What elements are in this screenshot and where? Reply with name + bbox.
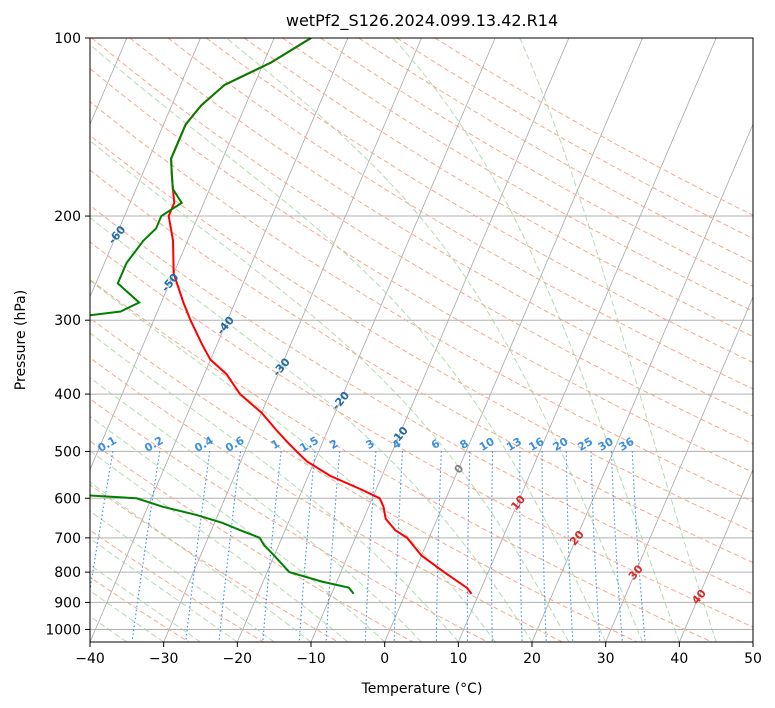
x-tick-label: 10 bbox=[449, 651, 467, 667]
y-tick-label: 300 bbox=[54, 313, 81, 329]
y-tick-label: 400 bbox=[54, 387, 81, 403]
isotherm-line bbox=[90, 38, 201, 298]
dry-adiabat-line bbox=[90, 317, 638, 642]
moist-adiabat-line bbox=[90, 481, 312, 642]
mixing-ratio-line bbox=[565, 451, 574, 642]
dry-adiabat-line bbox=[90, 357, 563, 642]
axes: −40 −30 −20 −10 0 10 20 30 40 50 100 200 300 400 500 60… bbox=[45, 31, 762, 667]
dry-adiabat-line bbox=[90, 529, 264, 642]
moist-adiabat-line bbox=[90, 44, 607, 642]
mixing-ratio-line bbox=[325, 451, 341, 642]
x-tick-label: −40 bbox=[75, 651, 105, 667]
isotherm-line bbox=[605, 295, 753, 642]
x-axis-label: Temperature (°C) bbox=[361, 681, 483, 697]
x-tick-label: −20 bbox=[223, 651, 253, 667]
mixing-ratio-line bbox=[610, 451, 623, 642]
y-tick-label: 700 bbox=[54, 531, 81, 547]
dry-adiabat-line bbox=[90, 398, 488, 642]
moist-adiabat-line bbox=[225, 38, 643, 642]
isotherm-line bbox=[163, 38, 422, 642]
mixing-ratio-line bbox=[218, 451, 242, 642]
moist-adiabat-line bbox=[90, 450, 349, 642]
moist-adiabat-line bbox=[519, 38, 717, 642]
x-tick-label: 50 bbox=[744, 651, 762, 667]
y-tick-label: 500 bbox=[54, 444, 81, 460]
moist-adiabat-line bbox=[90, 332, 459, 642]
dry-adiabat-line bbox=[90, 241, 753, 628]
x-tick-label: 40 bbox=[670, 651, 688, 667]
mixing-ratio-line bbox=[541, 451, 547, 642]
mixing-ratio-line bbox=[435, 451, 442, 642]
y-tick-label: 600 bbox=[54, 491, 81, 507]
dry-adiabat-line bbox=[90, 67, 753, 474]
isotherm-line bbox=[90, 38, 275, 471]
dry-adiabat-line bbox=[90, 100, 753, 503]
y-tick-label: 1000 bbox=[45, 622, 81, 638]
y-tick-label: 900 bbox=[54, 595, 81, 611]
dry-adiabat-line bbox=[244, 38, 753, 338]
x-tick-label: 30 bbox=[597, 651, 615, 667]
moist-adiabat-line bbox=[90, 140, 570, 642]
dry-adiabat-line bbox=[90, 134, 753, 533]
dry-adiabat-line bbox=[205, 38, 753, 364]
moist-adiabat-line bbox=[90, 216, 533, 642]
sounding-line bbox=[90, 38, 355, 595]
mixing-ratio-line bbox=[262, 451, 282, 642]
moist-adiabat-line bbox=[90, 537, 238, 642]
x-tick-label: 0 bbox=[380, 651, 389, 667]
moist-adiabat-line bbox=[392, 38, 680, 642]
isotherm-line bbox=[531, 123, 753, 642]
dry-adiabat-line bbox=[91, 38, 753, 445]
dry-adiabat-line bbox=[320, 38, 753, 288]
dry-adiabat-line bbox=[90, 204, 753, 595]
isotherm-line bbox=[236, 38, 496, 642]
x-tick-label: 20 bbox=[523, 651, 541, 667]
mixing-ratio-line bbox=[185, 451, 211, 642]
dry-adiabat-line bbox=[90, 278, 712, 642]
plot-frame bbox=[89, 37, 754, 643]
mixing-ratio-line bbox=[490, 451, 494, 642]
mixing-ratio-line bbox=[631, 451, 646, 642]
plot-grid-lines bbox=[90, 38, 753, 642]
y-tick-label: 200 bbox=[54, 209, 81, 225]
x-tick-label: −30 bbox=[149, 651, 179, 667]
dry-adiabat-line bbox=[90, 576, 190, 642]
mixing-ratio-line bbox=[519, 451, 523, 642]
y-tick-label: 800 bbox=[54, 565, 81, 581]
x-tick-label: −10 bbox=[296, 651, 326, 667]
y-tick-label: 100 bbox=[54, 31, 81, 47]
isotherm-line bbox=[384, 38, 643, 642]
mixing-ratio-line bbox=[590, 451, 601, 642]
isotherm-line bbox=[678, 468, 753, 642]
y-axis-label: Pressure (hPa) bbox=[13, 290, 29, 390]
moist-adiabat-line bbox=[90, 590, 164, 642]
chart-title: wetPf2_S126.2024.099.13.42.R14 bbox=[286, 11, 558, 31]
mixing-ratio-line bbox=[364, 451, 377, 642]
mixing-ratio-line bbox=[298, 451, 316, 642]
isotherm-line bbox=[457, 38, 717, 642]
mixing-ratio-line bbox=[131, 451, 161, 642]
moist-adiabat-line bbox=[90, 564, 201, 642]
mixing-ratio-line bbox=[466, 451, 471, 642]
moist-adiabat-line bbox=[90, 415, 386, 642]
data-series bbox=[90, 38, 473, 595]
mixing-ratio-line bbox=[393, 451, 404, 642]
moist-adiabat-line bbox=[90, 377, 422, 642]
